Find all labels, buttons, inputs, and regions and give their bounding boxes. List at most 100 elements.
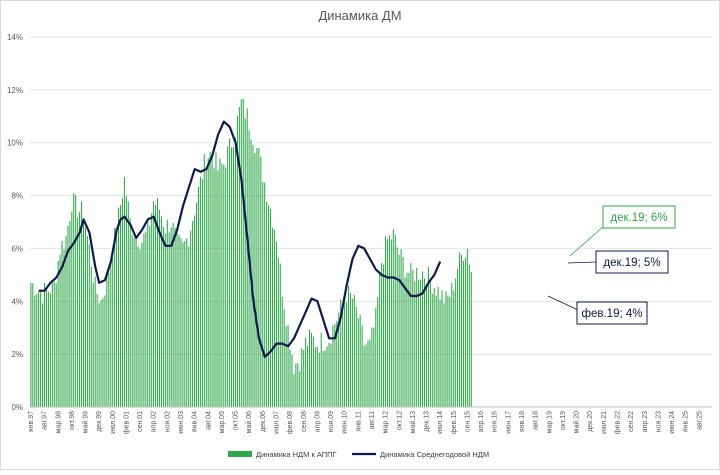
bar bbox=[225, 167, 227, 407]
bar bbox=[104, 295, 106, 407]
bar bbox=[412, 270, 414, 407]
bar bbox=[441, 290, 443, 407]
x-tick-label: янв.97 bbox=[28, 411, 35, 432]
bar bbox=[277, 257, 279, 407]
bar bbox=[186, 238, 188, 407]
bar bbox=[143, 233, 145, 407]
bar bbox=[201, 179, 203, 407]
x-tick-label: авг.97 bbox=[42, 411, 49, 430]
y-tick-label: 12% bbox=[7, 86, 23, 95]
bar bbox=[359, 314, 361, 407]
bar bbox=[340, 299, 342, 407]
bar bbox=[351, 298, 353, 407]
bar bbox=[42, 303, 44, 407]
bar bbox=[316, 346, 318, 407]
x-tick-label: фев.08 bbox=[287, 411, 294, 434]
bar bbox=[349, 293, 351, 407]
bar bbox=[390, 239, 392, 407]
x-tick-label: июн.10 bbox=[342, 411, 349, 434]
x-tick-label: сен.08 bbox=[301, 411, 308, 432]
bar bbox=[139, 249, 141, 407]
bar bbox=[422, 271, 424, 407]
bar bbox=[307, 345, 309, 407]
bar bbox=[123, 177, 125, 407]
bar bbox=[457, 268, 459, 407]
bar bbox=[211, 154, 213, 407]
bar bbox=[320, 332, 322, 407]
bar bbox=[240, 99, 242, 407]
x-tick-label: июн.24 bbox=[669, 411, 676, 434]
bar bbox=[459, 252, 461, 407]
bar bbox=[388, 235, 390, 407]
bar bbox=[182, 242, 184, 407]
bar bbox=[324, 350, 326, 407]
bar bbox=[69, 220, 71, 407]
bar bbox=[32, 283, 34, 407]
x-tick-label: сен.22 bbox=[628, 411, 635, 432]
bar bbox=[236, 115, 238, 407]
bar bbox=[47, 291, 49, 407]
bar bbox=[172, 222, 174, 407]
bar bbox=[361, 325, 363, 407]
bar bbox=[466, 248, 468, 407]
bar bbox=[199, 176, 201, 407]
callout-dec: дек.19; 5% bbox=[567, 250, 669, 274]
bar bbox=[464, 257, 466, 407]
bar bbox=[328, 342, 330, 407]
x-tick-label: июл.07 bbox=[273, 411, 280, 434]
legend-label-bars: Динамика НДМ к АППГ bbox=[256, 450, 337, 459]
bar bbox=[256, 147, 258, 408]
bar bbox=[299, 371, 301, 407]
bar bbox=[330, 344, 332, 407]
bar bbox=[379, 273, 381, 407]
bar bbox=[303, 350, 305, 407]
bar bbox=[121, 198, 123, 407]
bar bbox=[312, 336, 314, 407]
bar bbox=[188, 246, 190, 407]
bar bbox=[460, 254, 463, 407]
x-tick-label: окт.05 bbox=[233, 411, 240, 430]
bar bbox=[53, 281, 55, 407]
bar bbox=[155, 204, 157, 407]
bar bbox=[470, 271, 472, 407]
bar bbox=[418, 280, 420, 407]
bar bbox=[384, 236, 387, 407]
bar bbox=[285, 326, 287, 407]
bar bbox=[207, 158, 209, 407]
bar bbox=[57, 260, 59, 407]
bar bbox=[102, 298, 104, 407]
bar bbox=[77, 217, 79, 407]
x-tick-label: мар.12 bbox=[383, 411, 390, 433]
bar bbox=[65, 236, 67, 407]
bar bbox=[258, 148, 260, 407]
bar bbox=[221, 163, 223, 407]
bar bbox=[443, 303, 445, 407]
bar bbox=[375, 308, 377, 407]
x-tick-label: янв.18 bbox=[519, 411, 526, 432]
bar bbox=[75, 194, 77, 407]
callout-feb-box bbox=[576, 301, 648, 325]
bar bbox=[344, 300, 346, 407]
bar bbox=[231, 147, 233, 407]
bar bbox=[429, 279, 431, 407]
x-tick-label: фев.01 bbox=[123, 411, 130, 434]
bar bbox=[367, 340, 369, 407]
bar bbox=[147, 221, 149, 407]
bar bbox=[445, 291, 447, 407]
x-tick-label: авг.25 bbox=[696, 411, 703, 430]
bar bbox=[88, 244, 90, 407]
bar bbox=[468, 264, 470, 407]
bar bbox=[215, 152, 217, 407]
bar bbox=[270, 209, 272, 407]
bar bbox=[106, 273, 108, 407]
x-tick-label: дек.20 bbox=[587, 411, 594, 432]
callout-dec-leader bbox=[567, 261, 597, 264]
callout-green-leader bbox=[569, 225, 605, 257]
bar bbox=[90, 266, 92, 407]
bar bbox=[365, 344, 367, 407]
bar bbox=[119, 205, 122, 407]
bar bbox=[451, 282, 453, 407]
bar bbox=[439, 299, 441, 407]
y-tick-label: 2% bbox=[11, 350, 23, 359]
bar bbox=[268, 205, 270, 407]
